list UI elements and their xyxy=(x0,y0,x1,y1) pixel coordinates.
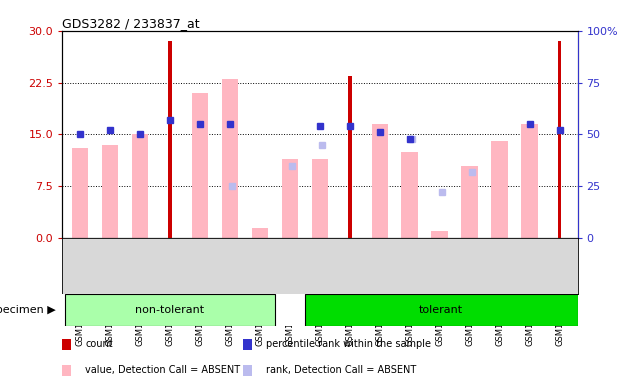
Text: count: count xyxy=(85,339,113,349)
Text: GDS3282 / 233837_at: GDS3282 / 233837_at xyxy=(62,17,200,30)
Bar xyxy=(252,228,268,238)
Text: specimen ▶: specimen ▶ xyxy=(0,305,56,315)
Bar xyxy=(461,166,478,238)
Bar xyxy=(72,148,88,238)
Bar xyxy=(281,159,298,238)
Bar xyxy=(371,124,388,238)
Bar xyxy=(65,294,275,326)
Bar xyxy=(401,152,418,238)
Bar xyxy=(348,76,351,238)
Bar xyxy=(242,365,252,376)
Bar xyxy=(192,93,208,238)
Bar xyxy=(62,365,71,376)
Text: value, Detection Call = ABSENT: value, Detection Call = ABSENT xyxy=(85,365,240,375)
Text: tolerant: tolerant xyxy=(419,305,463,315)
Bar xyxy=(132,134,148,238)
Bar xyxy=(522,124,538,238)
Bar xyxy=(62,339,71,350)
Text: rank, Detection Call = ABSENT: rank, Detection Call = ABSENT xyxy=(266,365,416,375)
Bar xyxy=(222,79,238,238)
Bar xyxy=(432,231,448,238)
Bar xyxy=(242,339,252,350)
Text: non-tolerant: non-tolerant xyxy=(135,305,204,315)
Text: percentile rank within the sample: percentile rank within the sample xyxy=(266,339,431,349)
Bar xyxy=(312,159,328,238)
Bar xyxy=(558,41,561,238)
Bar xyxy=(168,41,172,238)
Bar xyxy=(102,145,118,238)
Bar xyxy=(305,294,578,326)
Bar xyxy=(491,141,508,238)
